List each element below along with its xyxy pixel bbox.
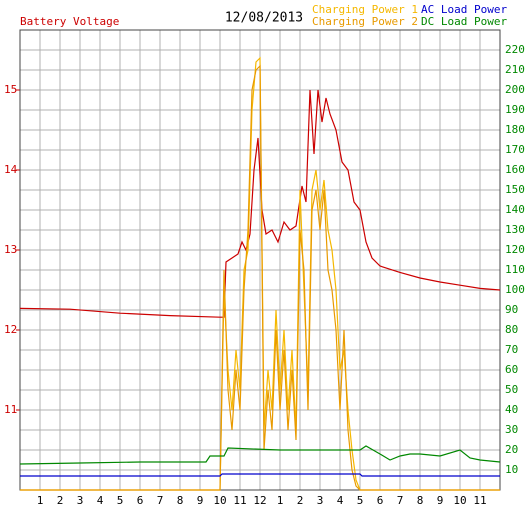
y-tick-label: 11 bbox=[4, 403, 17, 416]
chart-title: 12/08/2013 bbox=[225, 11, 303, 26]
plot-frame bbox=[19, 29, 501, 491]
x-tick-label: 10 bbox=[453, 494, 466, 507]
y2-tick-label: 140 bbox=[505, 203, 525, 216]
x-tick-label: 9 bbox=[437, 494, 444, 507]
y2-tick-label: 90 bbox=[505, 303, 518, 316]
x-tick-label: 4 bbox=[337, 494, 344, 507]
x-tick-label: 1 bbox=[277, 494, 284, 507]
y-tick-label: 12 bbox=[4, 323, 17, 336]
x-tick-label: 6 bbox=[137, 494, 144, 507]
y2-tick-label: 100 bbox=[505, 283, 525, 296]
x-tick-label: 3 bbox=[77, 494, 84, 507]
x-tick-label: 7 bbox=[397, 494, 404, 507]
x-tick-label: 7 bbox=[157, 494, 164, 507]
y2-tick-label: 10 bbox=[505, 463, 518, 476]
y2-tick-label: 30 bbox=[505, 423, 518, 436]
y2-tick-label: 190 bbox=[505, 103, 525, 116]
x-tick-label: 5 bbox=[357, 494, 364, 507]
y2-tick-label: 20 bbox=[505, 443, 518, 456]
y2-tick-label: 200 bbox=[505, 83, 525, 96]
legend-dc-load: DC Load Power bbox=[421, 15, 507, 28]
x-tick-label: 10 bbox=[213, 494, 226, 507]
x-tick-label: 3 bbox=[317, 494, 324, 507]
legend-charging-1: Charging Power 1 bbox=[312, 3, 418, 16]
y-tick-label: 15 bbox=[4, 83, 17, 96]
x-tick-label: 5 bbox=[117, 494, 124, 507]
y2-tick-label: 60 bbox=[505, 363, 518, 376]
x-tick-label: 6 bbox=[377, 494, 384, 507]
x-tick-label: 2 bbox=[57, 494, 64, 507]
y2-tick-label: 130 bbox=[505, 223, 525, 236]
y2-tick-label: 170 bbox=[505, 143, 525, 156]
y2-tick-label: 80 bbox=[505, 323, 518, 336]
series-line bbox=[19, 445, 501, 465]
legend-battery: Battery Voltage bbox=[20, 15, 119, 28]
x-tick-label: 8 bbox=[417, 494, 424, 507]
y2-tick-label: 180 bbox=[505, 123, 525, 136]
legend-charging-2: Charging Power 2 bbox=[312, 15, 418, 28]
y-tick-label: 13 bbox=[4, 243, 17, 256]
series-line bbox=[20, 64, 500, 491]
series-line bbox=[20, 473, 500, 477]
legend-ac-load: AC Load Power bbox=[421, 3, 507, 16]
x-tick-label: 12 bbox=[253, 494, 266, 507]
x-tick-label: 2 bbox=[297, 494, 304, 507]
y2-tick-label: 70 bbox=[505, 343, 518, 356]
x-tick-label: 1 bbox=[37, 494, 44, 507]
y2-tick-label: 40 bbox=[505, 403, 518, 416]
y2-tick-label: 160 bbox=[505, 163, 525, 176]
y2-tick-label: 150 bbox=[505, 183, 525, 196]
x-tick-label: 4 bbox=[97, 494, 104, 507]
y2-tick-label: 120 bbox=[505, 243, 525, 256]
y2-tick-label: 210 bbox=[505, 63, 525, 76]
series-line bbox=[19, 89, 501, 318]
x-tick-label: 8 bbox=[177, 494, 184, 507]
y2-tick-label: 220 bbox=[505, 43, 525, 56]
x-tick-label: 11 bbox=[473, 494, 486, 507]
y2-tick-label: 50 bbox=[505, 383, 518, 396]
y2-tick-label: 110 bbox=[505, 263, 525, 276]
x-tick-label: 11 bbox=[233, 494, 246, 507]
y-tick-label: 14 bbox=[4, 163, 18, 176]
x-tick-label: 9 bbox=[197, 494, 204, 507]
